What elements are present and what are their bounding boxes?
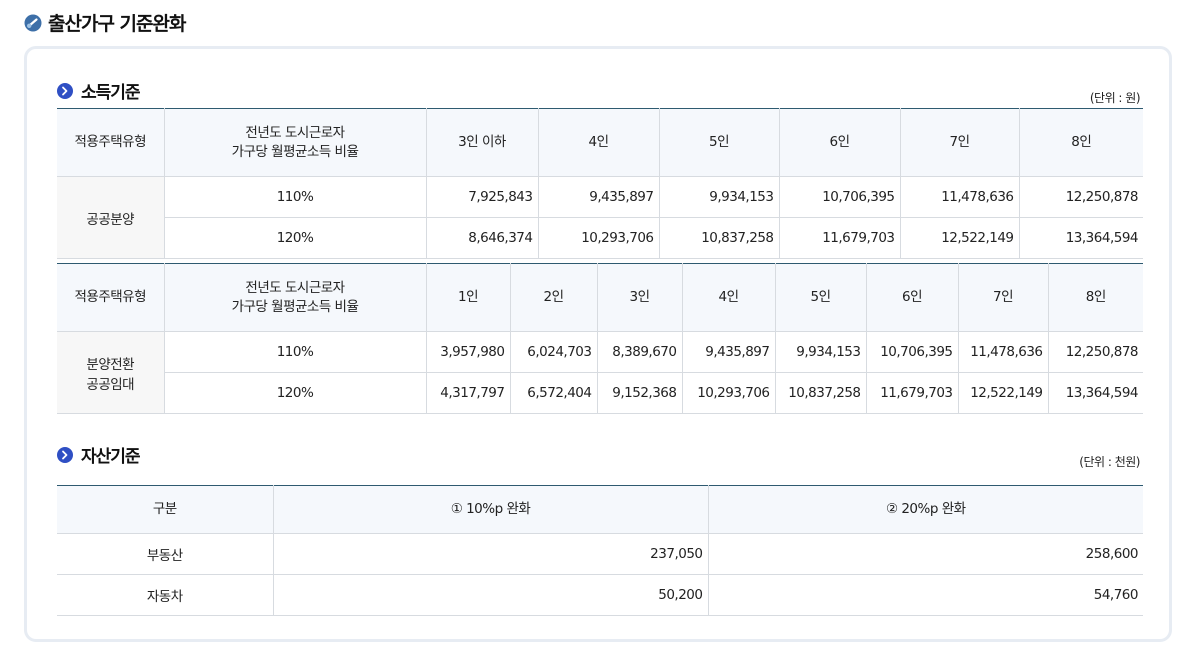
income-table-2: 적용주택유형 전년도 도시근로자 가구당 월평균소득 비율 1인 2인 3인 4… <box>57 263 1143 414</box>
value-cell: 6,024,703 <box>509 331 598 373</box>
table-row: 자동차 50,200 54,760 <box>57 574 1143 616</box>
header-household-size: 7인 <box>957 263 1049 332</box>
table-row: 120% 8,646,374 10,293,706 10,837,258 11,… <box>57 217 1143 259</box>
value-cell: 8,389,670 <box>596 331 683 373</box>
ratio-cell: 120% <box>164 372 427 414</box>
header-household-size: 1인 <box>425 263 511 332</box>
table-row: 분양전환 공공임대 110% 3,957,980 6,024,703 8,389… <box>57 331 1143 414</box>
value-cell: 10,706,395 <box>778 176 901 218</box>
header-household-size: 4인 <box>681 263 776 332</box>
income-section-title: 소득기준 <box>57 78 141 103</box>
table-row: 부동산 237,050 258,600 <box>57 533 1143 575</box>
asset-section-label: 자산기준 <box>81 447 141 467</box>
value-cell: 7,925,843 <box>425 176 539 218</box>
value-cell: 54,760 <box>707 574 1143 616</box>
category-cell: 부동산 <box>57 533 274 575</box>
value-cell: 258,600 <box>707 533 1143 575</box>
value-cell: 13,364,594 <box>1047 372 1143 414</box>
page-title-text: 출산가구 기준완화 <box>48 13 186 35</box>
chevron-right-circle-icon <box>57 82 73 99</box>
value-cell: 11,478,636 <box>899 176 1020 218</box>
category-cell: 자동차 <box>57 574 274 616</box>
asset-unit: (단위 : 천원) <box>1079 455 1140 469</box>
value-cell: 8,646,374 <box>425 217 539 259</box>
value-cell: 12,522,149 <box>957 372 1049 414</box>
value-cell: 3,957,980 <box>425 331 511 373</box>
header-household-size: 5인 <box>774 263 867 332</box>
value-cell: 11,679,703 <box>778 217 901 259</box>
header-household-size: 7인 <box>899 108 1020 177</box>
value-cell: 12,250,878 <box>1047 331 1143 373</box>
value-cell: 4,317,797 <box>425 372 511 414</box>
header-household-size: 3인 <box>596 263 683 332</box>
content-panel: 소득기준 (단위 : 원) 적용주택유형 전년도 도시근로자 가구당 월평균소득… <box>24 46 1172 642</box>
value-cell: 10,293,706 <box>681 372 776 414</box>
value-cell: 10,293,706 <box>537 217 660 259</box>
value-cell: 237,050 <box>272 533 709 575</box>
value-cell: 13,364,594 <box>1018 217 1143 259</box>
header-household-size: 3인 이하 <box>425 108 539 177</box>
header-10p-relief: ① 10%p 완화 <box>272 485 709 534</box>
link-circle-icon <box>24 14 42 31</box>
value-cell: 9,435,897 <box>681 331 776 373</box>
header-household-size: 2인 <box>509 263 598 332</box>
chevron-right-circle-icon <box>57 446 73 463</box>
value-cell: 50,200 <box>272 574 709 616</box>
header-household-size: 8인 <box>1047 263 1143 332</box>
housing-type-cell: 공공분양 <box>57 176 165 259</box>
header-household-size: 5인 <box>658 108 780 177</box>
table-row: 공공분양 110% 7,925,843 9,435,897 9,934,153 … <box>57 176 1143 259</box>
housing-type-cell: 분양전환 공공임대 <box>57 331 165 414</box>
table-row: 120% 4,317,797 6,572,404 9,152,368 10,29… <box>57 372 1143 414</box>
ratio-cell: 110% <box>163 176 427 218</box>
header-category: 구분 <box>57 485 274 534</box>
value-cell: 11,478,636 <box>957 331 1049 373</box>
ratio-cell: 110% <box>163 331 427 373</box>
header-housing-type: 적용주택유형 <box>57 108 165 177</box>
value-cell: 12,250,878 <box>1018 176 1143 218</box>
value-cell: 9,435,897 <box>537 176 660 218</box>
page-title: 출산가구 기준완화 <box>24 9 186 36</box>
header-household-size: 4인 <box>537 108 660 177</box>
income-section-label: 소득기준 <box>81 83 141 103</box>
header-income-ratio: 전년도 도시근로자 가구당 월평균소득 비율 <box>163 263 427 332</box>
value-cell: 6,572,404 <box>509 372 598 414</box>
asset-section-title: 자산기준 <box>57 442 141 467</box>
header-household-size: 6인 <box>778 108 901 177</box>
value-cell: 11,679,703 <box>865 372 959 414</box>
value-cell: 9,152,368 <box>596 372 683 414</box>
header-household-size: 6인 <box>865 263 959 332</box>
asset-table: 구분 ① 10%p 완화 ② 20%p 완화 부동산 237,050 258,6… <box>57 485 1143 616</box>
value-cell: 10,706,395 <box>865 331 959 373</box>
value-cell: 10,837,258 <box>658 217 780 259</box>
header-household-size: 8인 <box>1018 108 1143 177</box>
header-20p-relief: ② 20%p 완화 <box>707 485 1143 534</box>
income-unit: (단위 : 원) <box>1089 91 1141 105</box>
header-housing-type: 적용주택유형 <box>57 263 165 332</box>
header-income-ratio: 전년도 도시근로자 가구당 월평균소득 비율 <box>163 108 427 177</box>
value-cell: 10,837,258 <box>774 372 867 414</box>
value-cell: 9,934,153 <box>774 331 867 373</box>
ratio-cell: 120% <box>164 217 427 259</box>
value-cell: 12,522,149 <box>899 217 1020 259</box>
income-table-1: 적용주택유형 전년도 도시근로자 가구당 월평균소득 비율 3인 이하 4인 5… <box>57 108 1143 259</box>
value-cell: 9,934,153 <box>658 176 780 218</box>
